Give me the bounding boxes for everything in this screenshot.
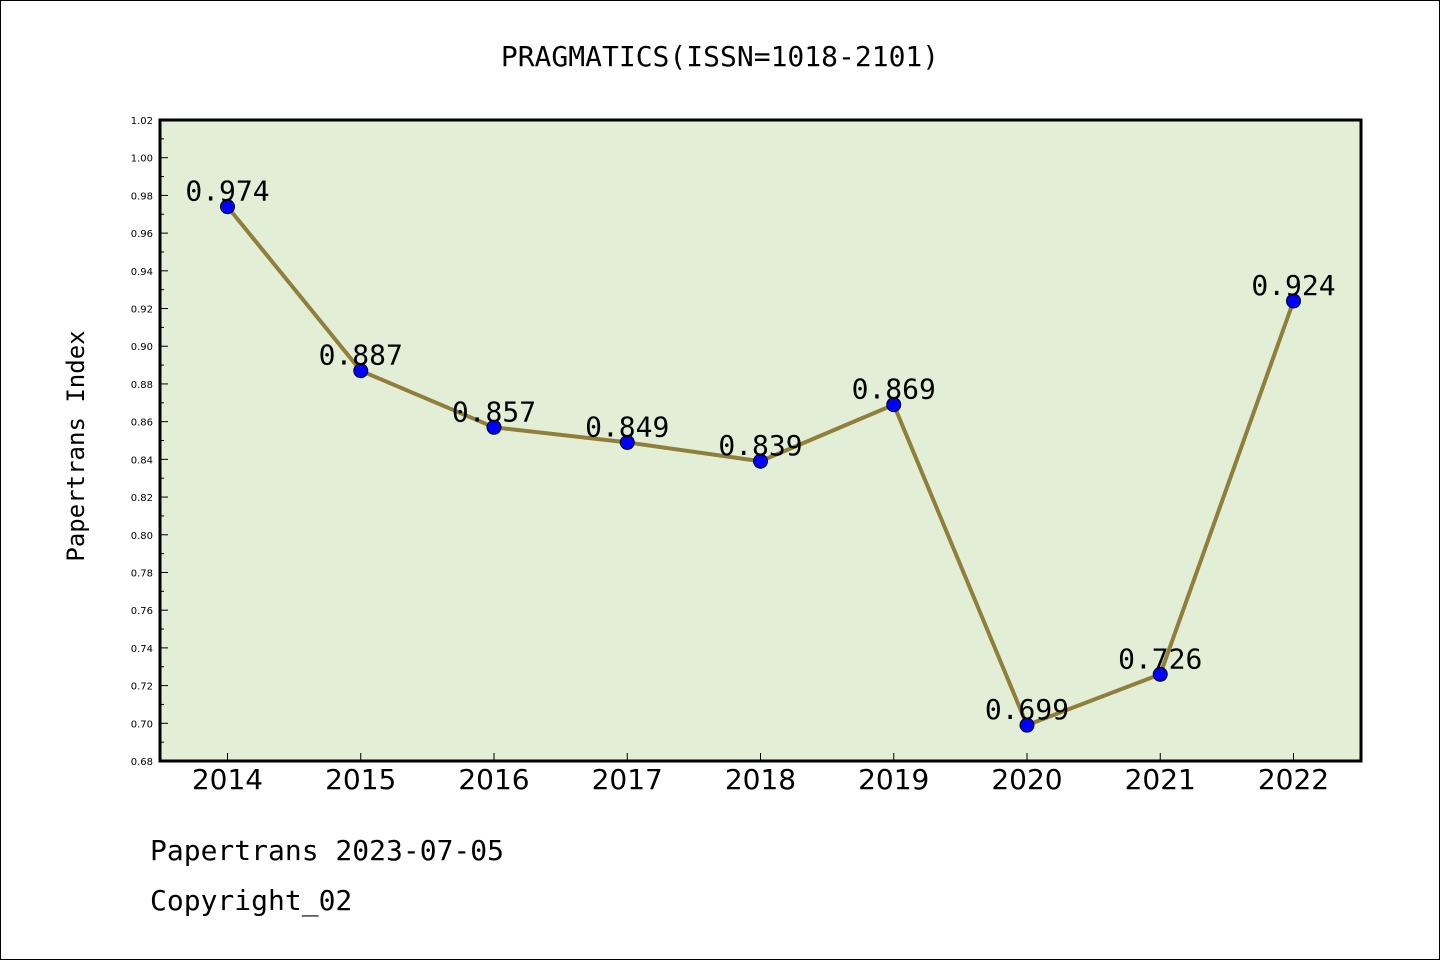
y-tick-label: 0.70 [131,719,153,730]
data-label: 0.974 [185,175,269,208]
x-axis: 2014 2015 2016 2017 2018 2019 2020 2021 2022 [192,753,1329,796]
y-tick-label: 0.82 [131,493,153,504]
x-tick-label: 2020 [991,763,1062,796]
plot-border [158,118,1363,763]
y-tick-label: 0.94 [131,267,153,278]
footer-copyright: Copyright_02 [150,884,353,917]
data-label: 0.839 [718,429,802,462]
data-point [619,434,635,450]
y-tick-label: 1.02 [131,116,153,127]
data-point [1152,666,1168,682]
footer-date: Papertrans 2023-07-05 [150,834,505,867]
x-tick-label: 2015 [325,763,396,796]
data-point [886,397,902,413]
data-label: 0.857 [452,395,536,428]
x-tick-label: 2014 [192,763,263,796]
y-tick-label: 0.84 [131,455,153,466]
plot-area [160,120,1361,761]
data-label: 0.869 [852,373,936,406]
data-point [220,199,235,215]
data-point [1286,293,1301,309]
data-label: 0.849 [585,410,669,443]
y-tick-label: 0.74 [131,644,153,655]
y-axis-label: Papertrans Index [62,330,90,561]
x-tick-label: 2019 [858,763,929,796]
data-point [1019,717,1035,733]
x-tick-label: 2018 [725,763,796,796]
x-tick-label: 2017 [592,763,663,796]
x-tick-label: 2021 [1125,763,1196,796]
series-group: 0.974 0.887 0.857 0.849 0.839 0.869 0.699 0.726… [185,175,1336,733]
data-point [486,419,502,435]
y-tick-label: 0.90 [131,342,153,353]
data-label: 0.726 [1118,642,1202,675]
y-tick-label: 0.86 [131,418,153,429]
y-tick-label: 0.80 [131,531,153,542]
y-tick-label: 0.72 [131,682,153,693]
data-label: 0.924 [1251,269,1335,302]
y-tick-label: 0.78 [131,568,153,579]
data-label: 0.699 [985,693,1069,726]
x-tick-label: 2016 [458,763,529,796]
x-tick-label: 2022 [1258,763,1329,796]
y-tick-label: 1.00 [131,154,153,165]
y-tick-label: 0.98 [131,191,153,202]
data-label: 0.887 [319,339,403,372]
y-tick-label: 0.88 [131,380,153,391]
y-tick-label: 0.96 [131,229,153,240]
y-tick-label: 0.92 [131,305,153,316]
data-point [753,453,768,469]
data-point [353,363,369,379]
y-tick-label: 0.76 [131,606,153,617]
y-axis: 0.68 0.70 0.72 0.74 0.76 0.78 0.80 0.82 0.84 0.86… [131,116,168,768]
chart-title: PRAGMATICS(ISSN=1018-2101) [501,40,939,73]
y-tick-label: 0.68 [131,757,153,768]
